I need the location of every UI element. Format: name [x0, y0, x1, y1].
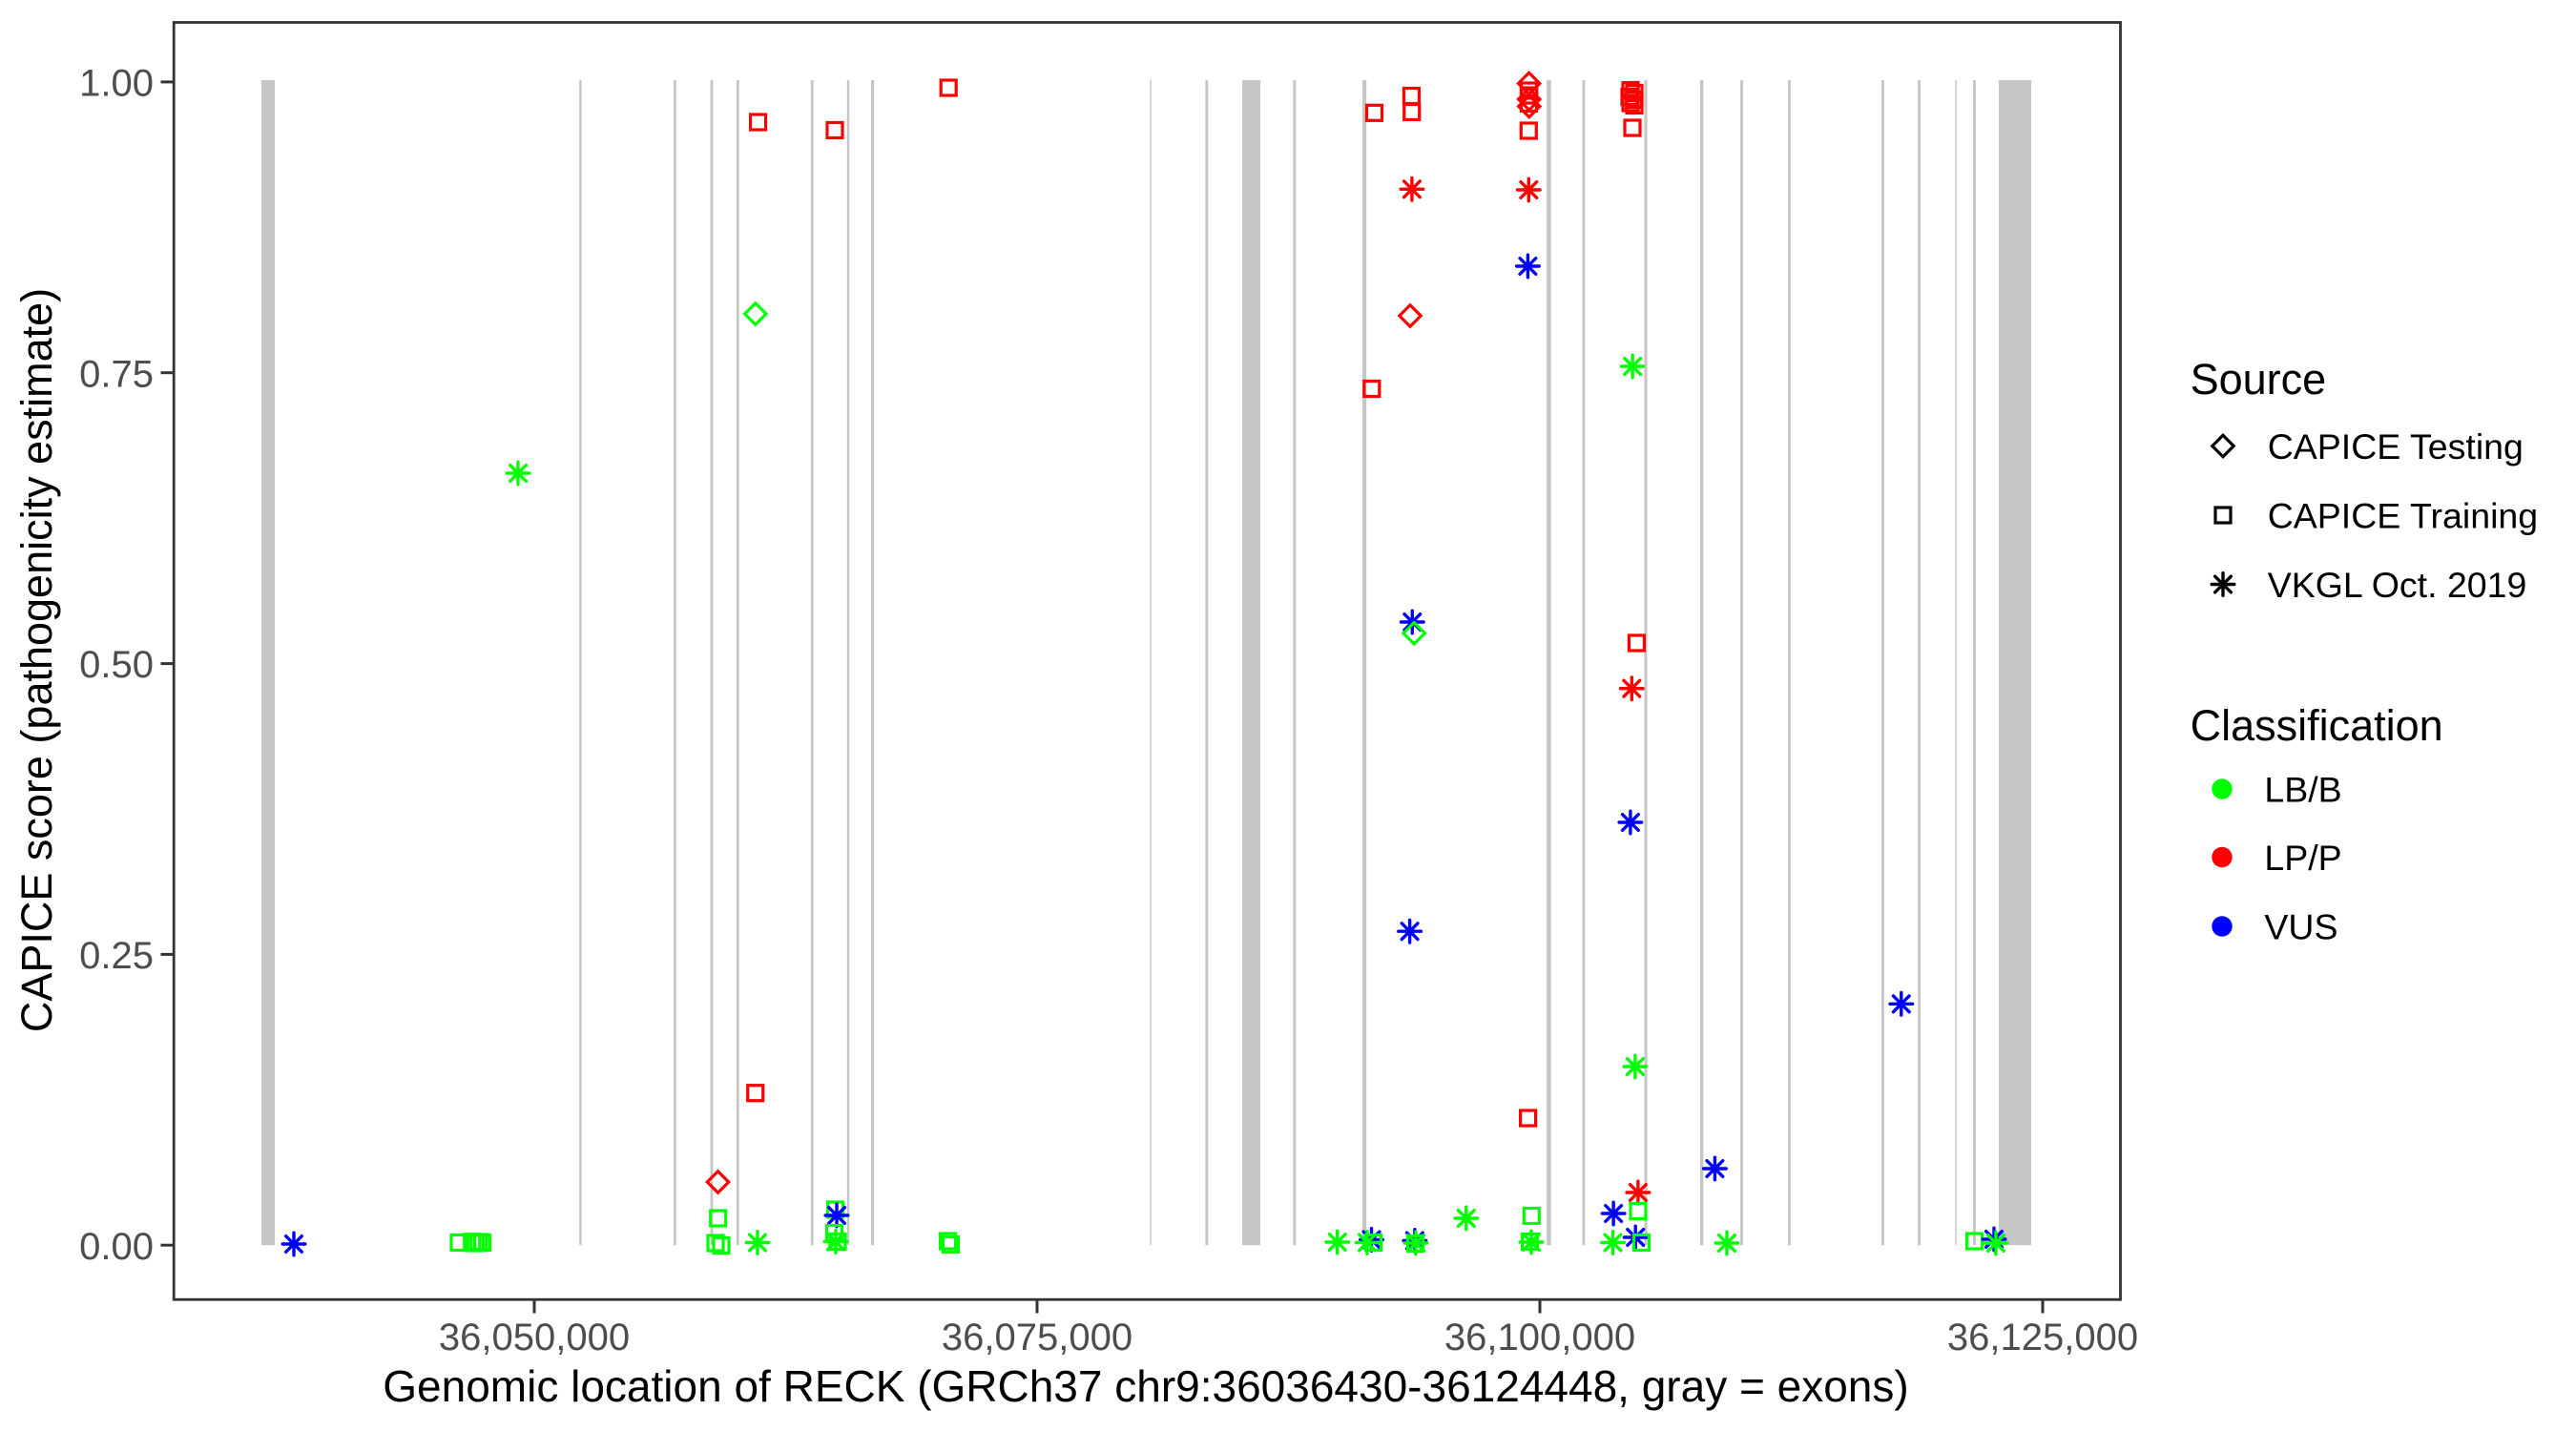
svg-text:Genomic location of RECK (GRCh: Genomic location of RECK (GRCh37 chr9:36…	[383, 1361, 1908, 1411]
svg-text:0.00: 0.00	[79, 1226, 154, 1268]
svg-text:0.50: 0.50	[79, 644, 154, 686]
svg-text:VUS: VUS	[2264, 907, 2337, 947]
svg-text:36,050,000: 36,050,000	[439, 1317, 630, 1358]
svg-text:LP/P: LP/P	[2264, 838, 2341, 878]
svg-text:36,125,000: 36,125,000	[1947, 1317, 2138, 1358]
svg-text:CAPICE Training: CAPICE Training	[2268, 496, 2538, 536]
svg-text:Classification: Classification	[2191, 701, 2443, 750]
svg-text:CAPICE score (pathogenicity es: CAPICE score (pathogenicity estimate)	[12, 288, 61, 1032]
svg-text:36,100,000: 36,100,000	[1444, 1317, 1635, 1358]
svg-text:36,075,000: 36,075,000	[942, 1317, 1132, 1358]
svg-text:1.00: 1.00	[79, 63, 154, 105]
svg-text:CAPICE Testing: CAPICE Testing	[2268, 426, 2524, 467]
svg-text:0.75: 0.75	[79, 353, 154, 395]
svg-text:Source: Source	[2191, 355, 2327, 404]
svg-text:LB/B: LB/B	[2264, 770, 2341, 810]
svg-text:VKGL Oct. 2019: VKGL Oct. 2019	[2268, 565, 2527, 605]
svg-text:0.25: 0.25	[79, 935, 154, 977]
